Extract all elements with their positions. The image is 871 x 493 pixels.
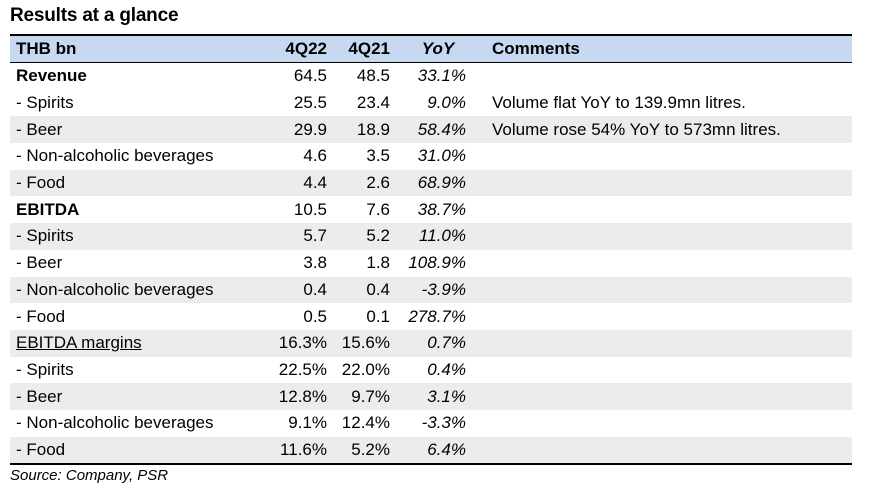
cell-4q22: 5.7 <box>303 226 327 246</box>
cell-yoy: -3.9% <box>421 279 466 299</box>
cell-4q21: 9.7% <box>351 386 390 406</box>
cell-4q22: 25.5 <box>293 93 327 113</box>
row-label: EBITDA margins <box>16 333 142 353</box>
table-row: - Food 0.5 0.1 278.7% <box>10 303 852 330</box>
header-comments: Comments <box>492 39 580 58</box>
cell-4q22: 16.3% <box>278 333 327 353</box>
table-row: Revenue 64.5 48.5 33.1% <box>10 63 852 90</box>
cell-yoy: -3.3% <box>421 413 466 433</box>
row-label: - Spirits <box>16 226 74 246</box>
row-label: Revenue <box>16 66 87 86</box>
cell-yoy: 58.4% <box>417 119 466 139</box>
cell-yoy: 278.7% <box>408 306 466 326</box>
cell-4q21: 23.4 <box>356 93 390 113</box>
table-row: - Non-alcoholic beverages 4.6 3.5 31.0% <box>10 143 852 170</box>
table-bottom-rule <box>10 463 852 466</box>
row-label: - Food <box>16 306 66 326</box>
table-row: - Spirits 22.5% 22.0% 0.4% <box>10 357 852 384</box>
row-label: - Beer <box>16 253 63 273</box>
table-row: - Beer 12.8% 9.7% 3.1% <box>10 383 852 410</box>
cell-comment: Volume flat YoY to 139.9mn litres. <box>492 93 746 113</box>
cell-4q22: 10.5 <box>293 199 327 219</box>
table-row: - Non-alcoholic beverages 0.4 0.4 -3.9% <box>10 276 852 304</box>
cell-4q22: 9.1% <box>288 413 327 433</box>
row-label: - Non-alcoholic beverages <box>16 279 214 299</box>
cell-4q22: 0.5 <box>303 306 327 326</box>
cell-4q22: 0.4 <box>303 279 327 299</box>
cell-yoy: 0.4% <box>427 359 466 379</box>
cell-yoy: 0.7% <box>427 333 466 353</box>
cell-comment: Volume rose 54% YoY to 573mn litres. <box>492 119 781 139</box>
cell-4q21: 0.1 <box>366 306 390 326</box>
row-label: - Food <box>16 173 66 193</box>
cell-4q21: 5.2 <box>366 226 390 246</box>
table-row: EBITDA 10.5 7.6 38.7% <box>10 196 852 223</box>
cell-yoy: 33.1% <box>417 66 466 86</box>
table-row: - Beer 3.8 1.8 108.9% <box>10 250 852 277</box>
row-label: - Beer <box>16 386 63 406</box>
cell-4q22: 29.9 <box>293 119 327 139</box>
cell-4q21: 2.6 <box>366 173 390 193</box>
cell-4q22: 4.6 <box>303 146 327 166</box>
cell-4q21: 1.8 <box>366 253 390 273</box>
table-row: EBITDA margins 16.3% 15.6% 0.7% <box>10 329 852 357</box>
cell-4q22: 4.4 <box>303 173 327 193</box>
cell-4q21: 0.4 <box>366 279 390 299</box>
row-label: - Food <box>16 439 66 459</box>
cell-yoy: 3.1% <box>427 386 466 406</box>
table-row: - Spirits 25.5 23.4 9.0% Volume flat YoY… <box>10 90 852 117</box>
header-yoy: YoY <box>421 39 455 58</box>
table-row: - Non-alcoholic beverages 9.1% 12.4% -3.… <box>10 410 852 437</box>
cell-yoy: 38.7% <box>417 199 466 219</box>
results-table: THB bn 4Q22 4Q21 YoY Comments Revenue 64… <box>10 34 852 466</box>
row-label: - Non-alcoholic beverages <box>16 413 214 433</box>
cell-4q21: 48.5 <box>356 66 390 86</box>
header-4q21: 4Q21 <box>348 39 390 58</box>
table-row: - Spirits 5.7 5.2 11.0% <box>10 223 852 250</box>
cell-4q21: 7.6 <box>366 199 390 219</box>
row-label: EBITDA <box>16 199 80 219</box>
cell-4q22: 22.5% <box>278 359 327 379</box>
cell-4q22: 64.5 <box>293 66 327 86</box>
header-4q22: 4Q22 <box>285 39 327 58</box>
cell-4q22: 3.8 <box>303 253 327 273</box>
cell-4q21: 12.4% <box>341 413 390 433</box>
cell-4q22: 11.6% <box>280 439 327 459</box>
page-title: Results at a glance <box>10 5 179 26</box>
table-row: - Food 11.6% 5.2% 6.4% <box>10 436 852 464</box>
table-row: - Beer 29.9 18.9 58.4% Volume rose 54% Y… <box>10 116 852 144</box>
cell-yoy: 6.4% <box>427 439 466 459</box>
table-top-rule <box>10 34 852 36</box>
row-label: - Beer <box>16 119 63 139</box>
cell-4q21: 22.0% <box>341 359 390 379</box>
source-note: Source: Company, PSR <box>10 467 169 484</box>
table-header: THB bn 4Q22 4Q21 YoY Comments <box>10 36 852 63</box>
cell-4q21: 3.5 <box>366 146 390 166</box>
table-row: - Food 4.4 2.6 68.9% <box>10 169 852 197</box>
cell-4q21: 15.6% <box>341 333 390 353</box>
cell-4q22: 12.8% <box>278 386 327 406</box>
cell-yoy: 9.0% <box>427 93 466 113</box>
header-label: THB bn <box>16 39 77 58</box>
row-label: - Spirits <box>16 93 74 113</box>
cell-yoy: 31.0% <box>417 146 466 166</box>
row-label: - Spirits <box>16 359 74 379</box>
cell-4q21: 18.9 <box>356 119 390 139</box>
cell-4q21: 5.2% <box>351 439 390 459</box>
cell-yoy: 108.9% <box>408 253 466 273</box>
row-label: - Non-alcoholic beverages <box>16 146 214 166</box>
cell-yoy: 68.9% <box>417 173 466 193</box>
cell-yoy: 11.0% <box>419 226 466 246</box>
